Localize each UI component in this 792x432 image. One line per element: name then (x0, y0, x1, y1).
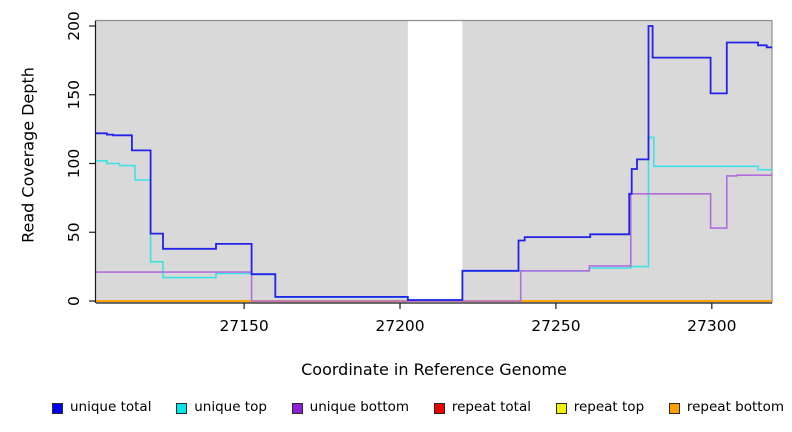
legend-label: repeat total (451, 399, 531, 416)
y-tick-label: 0 (65, 296, 83, 306)
legend-swatch-unique-top (176, 402, 188, 414)
legend: unique total unique top unique bottom repea… (52, 398, 784, 418)
x-axis-title: Coordinate in Reference Genome (301, 360, 567, 379)
y-tick-label: 200 (65, 11, 83, 41)
y-tick-label: 50 (65, 222, 83, 242)
y-tick-label: 100 (65, 149, 83, 179)
legend-item-unique-top: unique top (176, 401, 267, 415)
series-unique-total (96, 25, 772, 301)
series-unique-bottom (96, 174, 772, 302)
legend-swatch-unique-bottom (291, 402, 303, 414)
legend-label: unique top (194, 399, 267, 416)
legend-item-unique-bottom: unique bottom (291, 399, 410, 416)
x-tick-label: 27150 (219, 317, 268, 335)
legend-item-unique-total: unique total (52, 401, 151, 415)
x-tick-label: 27200 (375, 317, 424, 335)
legend-swatch-repeat-top (555, 402, 567, 414)
legend-item-repeat-total: repeat total (433, 399, 531, 416)
legend-label: repeat bottom (686, 399, 784, 416)
legend-label: repeat top (573, 399, 645, 416)
legend-swatch-unique-total (52, 402, 63, 414)
masked-region (407, 20, 463, 303)
legend-item-repeat-top: repeat top (555, 399, 645, 416)
legend-swatch-repeat-bottom (668, 402, 680, 414)
legend-item-repeat-bottom: repeat bottom (668, 399, 784, 416)
y-axis-title: Read Coverage Depth (18, 67, 38, 243)
legend-swatch-repeat-total (433, 402, 445, 414)
legend-label: unique total (70, 399, 152, 416)
legend-label: unique bottom (309, 399, 410, 416)
x-tick-label: 27250 (531, 317, 580, 335)
x-axis-title-wrap: Coordinate in Reference Genome (0, 360, 792, 379)
y-tick-label: 150 (65, 80, 83, 110)
x-tick-label: 27300 (687, 317, 736, 335)
